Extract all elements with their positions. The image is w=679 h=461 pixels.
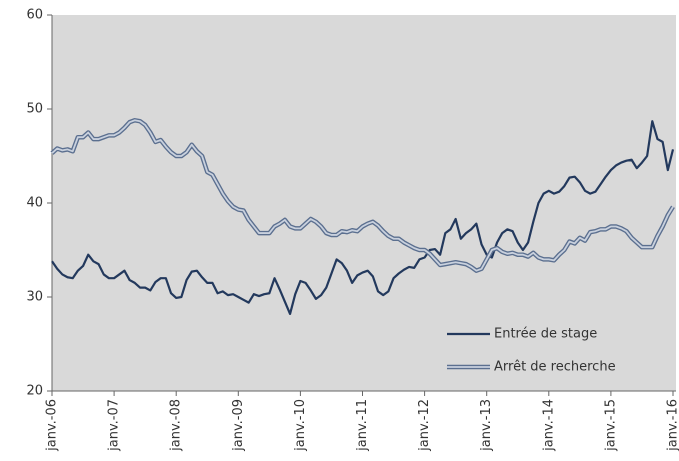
x-tick-label: janv.-10: [293, 399, 308, 452]
y-tick-label: 60: [26, 8, 43, 23]
y-tick-label: 40: [26, 196, 43, 211]
x-tick-label: janv.-16: [666, 399, 679, 452]
y-tick-label: 20: [26, 384, 43, 399]
x-tick-label: janv.-12: [417, 399, 432, 452]
y-tick-label: 30: [26, 290, 43, 305]
legend-label: Arrêt de recherche: [494, 360, 616, 375]
x-tick-label: janv.-14: [541, 399, 556, 452]
x-tick-label: janv.-08: [169, 399, 184, 452]
x-tick-label: janv.-06: [45, 399, 60, 452]
x-tick-label: janv.-13: [479, 399, 494, 452]
x-tick-label: janv.-07: [107, 399, 122, 452]
series-line: [51, 120, 675, 316]
legend-label: Entrée de stage: [494, 327, 597, 342]
x-tick-label: janv.-09: [231, 399, 246, 452]
plot-area: [52, 15, 676, 391]
x-tick-label: janv.-15: [603, 399, 618, 452]
x-tick-label: janv.-11: [355, 399, 370, 452]
series-line-inner: [51, 119, 674, 272]
y-tick-label: 50: [26, 102, 43, 117]
